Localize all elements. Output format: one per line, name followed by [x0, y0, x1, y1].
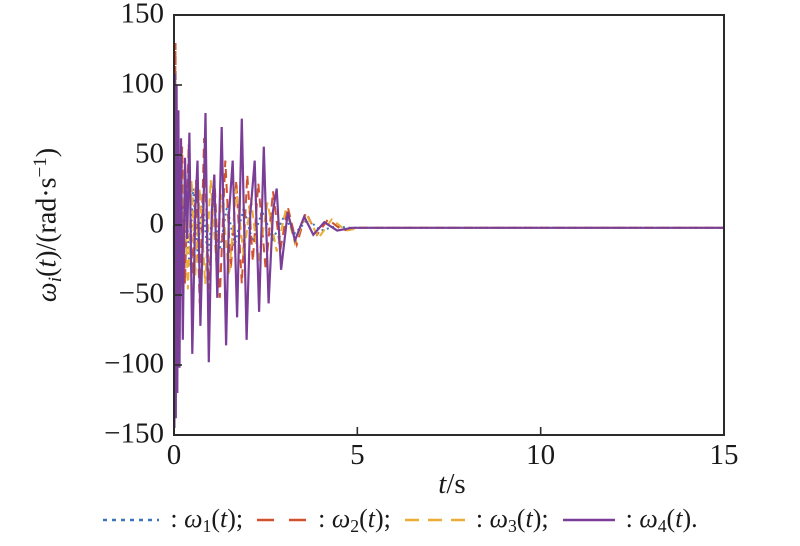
- x-tick-label: 5: [350, 439, 365, 471]
- legend-label-omega2: : ω2(t);: [318, 504, 391, 536]
- x-axis-label-t: t: [438, 468, 447, 500]
- legend-item-omega3: : ω3(t);: [404, 504, 549, 537]
- y-tick-label: 150: [120, 0, 165, 30]
- legend-label-omega1: : ω1(t);: [170, 504, 244, 536]
- legend-item-omega1: : ω1(t);: [102, 504, 243, 537]
- x-axis-label-units: /s: [446, 468, 466, 500]
- x-tick-label: 15: [709, 439, 739, 471]
- series-omega4-line: [172, 73, 724, 429]
- legend-item-omega2: : ω2(t);: [256, 504, 391, 537]
- legend-sample-omega2-line: [257, 519, 308, 522]
- legend: : ω1(t); : ω2(t); : ω3(t); : ω4(t).: [0, 504, 800, 537]
- y-tick-label: −100: [104, 347, 164, 380]
- x-tick-label: 0: [166, 439, 182, 471]
- y-axis-label-t: t: [31, 259, 63, 268]
- legend-label-omega4: : ω4(t).: [625, 504, 698, 536]
- legend-label-omega3: : ω3(t);: [475, 504, 549, 536]
- plot-box: [173, 14, 725, 436]
- y-tick-label: 100: [120, 67, 165, 100]
- y-tick-label: 50: [135, 137, 164, 170]
- y-tick-label: 0: [149, 207, 165, 240]
- legend-sample-omega4-line: [562, 519, 615, 522]
- x-axis-label: t/s: [438, 470, 465, 499]
- legend-item-omega4: : ω4(t).: [562, 504, 698, 537]
- x-tick-label: 10: [526, 439, 556, 471]
- y-axis-label-paren: (: [31, 267, 63, 278]
- legend-sample-omega1-line: [103, 519, 160, 522]
- legend-sample-omega3-line: [404, 519, 465, 522]
- y-tick-label: −50: [118, 277, 164, 310]
- y-tick-label: −150: [104, 417, 164, 450]
